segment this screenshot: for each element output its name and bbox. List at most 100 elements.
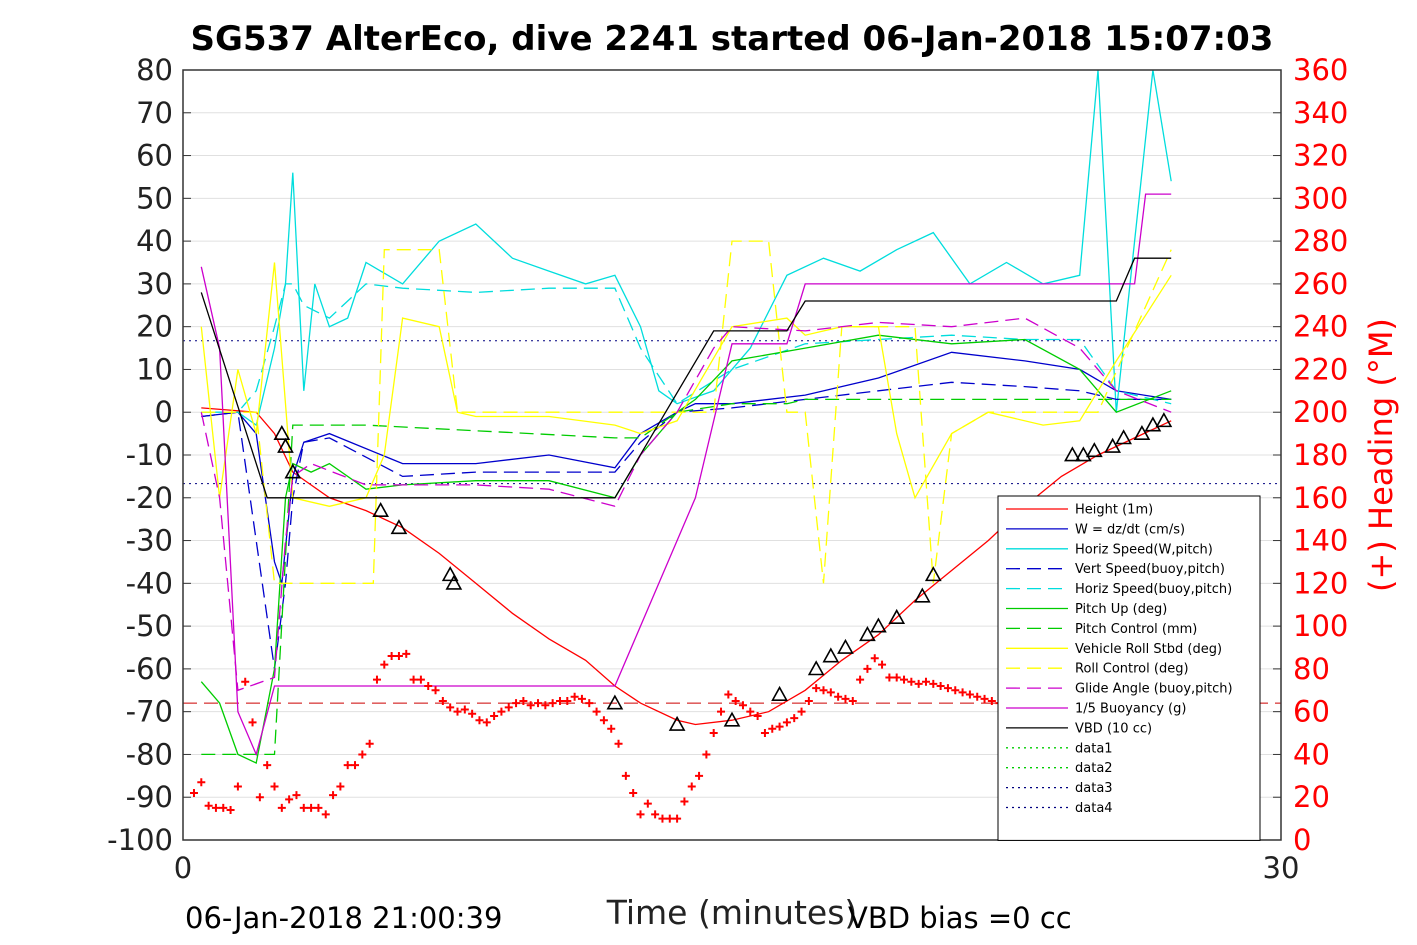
right-tick-label: 60 <box>1293 695 1330 729</box>
heading-marker <box>870 654 879 663</box>
heading-marker <box>753 711 762 720</box>
heading-marker <box>189 788 198 797</box>
heading-marker <box>885 673 894 682</box>
heading-marker <box>453 707 462 716</box>
series-line <box>201 398 1172 756</box>
heading-marker <box>475 716 484 725</box>
heading-marker <box>673 814 682 823</box>
heading-marker <box>446 703 455 712</box>
right-tick-label: 120 <box>1293 566 1348 600</box>
heading-marker <box>709 729 718 738</box>
heading-marker <box>731 696 740 705</box>
legend-label: data4 <box>1075 801 1113 816</box>
heading-marker <box>541 701 550 710</box>
heading-marker <box>921 677 930 686</box>
heading-marker <box>204 801 213 810</box>
series-line <box>200 317 1172 692</box>
right-tick-label: 320 <box>1293 139 1348 173</box>
heading-marker <box>863 664 872 673</box>
triangle-marker <box>807 660 825 676</box>
triangle-marker <box>888 608 906 624</box>
triangle-marker <box>1064 446 1081 462</box>
triangle-marker <box>273 424 291 441</box>
left-tick-label: 20 <box>136 310 173 344</box>
triangle-marker <box>606 694 624 710</box>
heading-marker <box>892 673 901 682</box>
right-tick-label: 140 <box>1293 524 1348 558</box>
heading-marker <box>380 660 389 669</box>
heading-marker <box>614 739 623 748</box>
right-tick-label: 100 <box>1293 609 1348 643</box>
heading-marker <box>372 675 381 684</box>
heading-marker <box>285 795 294 804</box>
heading-marker <box>797 707 806 716</box>
heading-marker <box>775 722 784 731</box>
left-tick-label: -70 <box>126 695 173 729</box>
legend-label: data2 <box>1075 761 1113 776</box>
heading-marker <box>812 684 821 693</box>
legend-label: 1/5 Buoyancy (g) <box>1075 702 1186 717</box>
right-tick-label: 80 <box>1293 652 1330 686</box>
heading-marker <box>534 699 543 708</box>
triangle-marker <box>913 587 931 603</box>
legend: Height (1m) W = dz/dt (cm/s) Horiz Speed(W… <box>997 495 1261 841</box>
legend-label: Glide Angle (buoy,pitch) <box>1075 682 1233 697</box>
footer-timestamp: 06-Jan-2018 21:00:39 <box>185 901 502 935</box>
heading-marker <box>687 782 696 791</box>
heading-marker <box>599 716 608 725</box>
legend-label: W = dz/dt (cm/s) <box>1075 522 1185 537</box>
series-line <box>201 283 1172 413</box>
heading-marker <box>365 739 374 748</box>
triangle-marker <box>1155 412 1173 428</box>
legend-label: Horiz Speed(buoy,pitch) <box>1075 582 1232 597</box>
left-tick-label: 30 <box>136 267 173 301</box>
triangle-marker <box>1085 442 1103 458</box>
left-tick-label: -80 <box>126 737 173 771</box>
triangle-marker <box>445 574 463 590</box>
heading-marker <box>958 688 967 697</box>
series-line <box>200 257 1172 499</box>
heading-marker <box>438 696 447 705</box>
heading-marker <box>856 675 865 684</box>
heading-marker <box>402 649 411 658</box>
triangle-marker <box>390 519 408 535</box>
heading-marker <box>577 694 586 703</box>
heading-marker <box>841 694 850 703</box>
right-axis-label: (+) Heading (°M) <box>1362 318 1400 592</box>
legend-label: Pitch Control (mm) <box>1075 622 1197 637</box>
series-line <box>201 240 1172 584</box>
heading-marker <box>848 696 857 705</box>
triangle-marker <box>1144 416 1162 432</box>
heading-marker <box>738 701 747 710</box>
heading-marker <box>394 652 403 661</box>
right-tick-label: 200 <box>1293 395 1348 429</box>
left-tick-label: 60 <box>136 139 173 173</box>
heading-marker <box>695 771 704 780</box>
left-tick-label: 0 <box>155 395 173 429</box>
heading-marker <box>329 791 338 800</box>
triangle-marker <box>859 626 876 642</box>
triangle-marker <box>372 501 389 518</box>
heading-marker <box>951 686 960 695</box>
heading-marker <box>351 761 360 770</box>
heading-marker <box>519 696 528 705</box>
heading-marker <box>973 692 982 701</box>
heading-marker <box>651 810 660 819</box>
left-tick-label: -100 <box>107 823 173 857</box>
series-line <box>200 334 1172 764</box>
heading-marker <box>585 699 594 708</box>
x-axis-label: Time (minutes) <box>606 893 858 932</box>
triangle-marker <box>771 685 788 701</box>
heading-marker <box>197 778 206 787</box>
legend-box <box>997 495 1261 841</box>
heading-marker <box>980 694 989 703</box>
heading-marker <box>636 810 645 819</box>
heading-marker <box>490 711 499 720</box>
triangle-marker-layer <box>273 412 1173 731</box>
triangle-marker <box>1104 437 1121 453</box>
right-tick-label: 160 <box>1293 481 1348 515</box>
right-tick-label: 240 <box>1293 310 1348 344</box>
heading-marker <box>914 679 923 688</box>
right-tick-label: 300 <box>1293 181 1348 215</box>
